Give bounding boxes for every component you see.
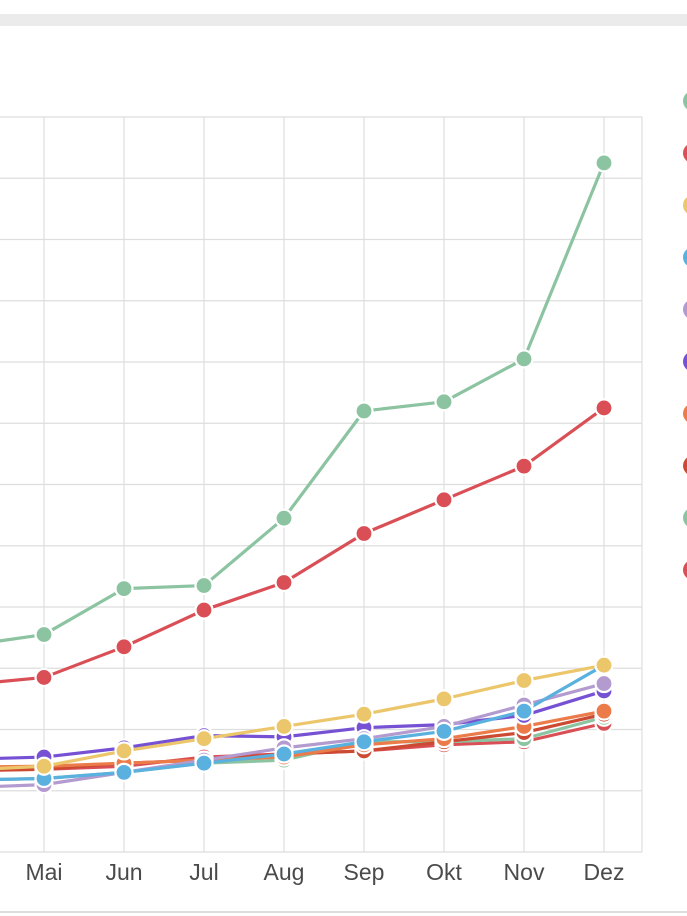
x-tick-label: Jun <box>105 859 142 885</box>
x-tick-label: Mai <box>25 859 62 885</box>
legend-marker <box>683 93 687 109</box>
legend-marker <box>683 509 687 526</box>
legend-marker <box>683 457 687 474</box>
data-point <box>434 392 454 412</box>
data-point <box>194 575 214 596</box>
chart-data-points <box>34 153 614 795</box>
bottom-divider <box>0 911 687 913</box>
data-point <box>434 490 454 510</box>
legend-marker <box>683 353 687 370</box>
data-point <box>354 401 374 421</box>
data-point <box>594 701 614 721</box>
data-point <box>194 729 214 749</box>
x-tick-label: Okt <box>426 859 462 885</box>
data-point <box>34 667 54 688</box>
x-tick-label: Nov <box>504 859 545 885</box>
data-point <box>514 670 534 691</box>
data-point <box>274 744 294 764</box>
top-divider-band <box>0 14 687 26</box>
chart-legend[interactable] <box>683 91 687 580</box>
legend-marker <box>683 405 687 422</box>
chart-series-lines <box>0 161 606 788</box>
data-point <box>354 732 374 752</box>
data-point <box>34 756 54 776</box>
data-point <box>274 572 294 593</box>
x-axis-tick-labels: Mai Jun Jul Aug Sep Okt Nov Dez <box>25 859 624 885</box>
legend-marker <box>683 145 687 162</box>
data-point <box>274 716 294 737</box>
x-tick-label: Jul <box>189 859 218 885</box>
data-point <box>114 637 134 657</box>
data-point <box>194 753 214 773</box>
data-point <box>114 579 134 599</box>
data-point <box>114 762 134 782</box>
data-point <box>514 456 534 476</box>
series-line <box>0 161 606 643</box>
data-point <box>354 704 374 724</box>
data-point <box>514 701 534 721</box>
legend-marker <box>683 301 687 318</box>
data-point <box>274 508 294 528</box>
data-point <box>434 689 454 709</box>
data-point <box>194 600 214 620</box>
data-point <box>514 349 534 369</box>
data-point <box>594 153 614 173</box>
data-point <box>594 673 614 694</box>
x-tick-label: Sep <box>344 859 385 885</box>
x-tick-label: Dez <box>584 859 625 885</box>
data-point <box>594 655 614 675</box>
data-point <box>114 741 134 761</box>
data-point <box>594 398 614 418</box>
x-tick-label: Aug <box>264 859 305 885</box>
data-point <box>34 624 54 645</box>
legend-marker <box>683 249 687 266</box>
data-point <box>434 721 454 741</box>
legend-marker <box>683 197 687 214</box>
data-point <box>354 523 374 544</box>
legend-marker <box>683 561 687 578</box>
chart-grid <box>0 116 643 853</box>
series-line <box>0 406 606 684</box>
